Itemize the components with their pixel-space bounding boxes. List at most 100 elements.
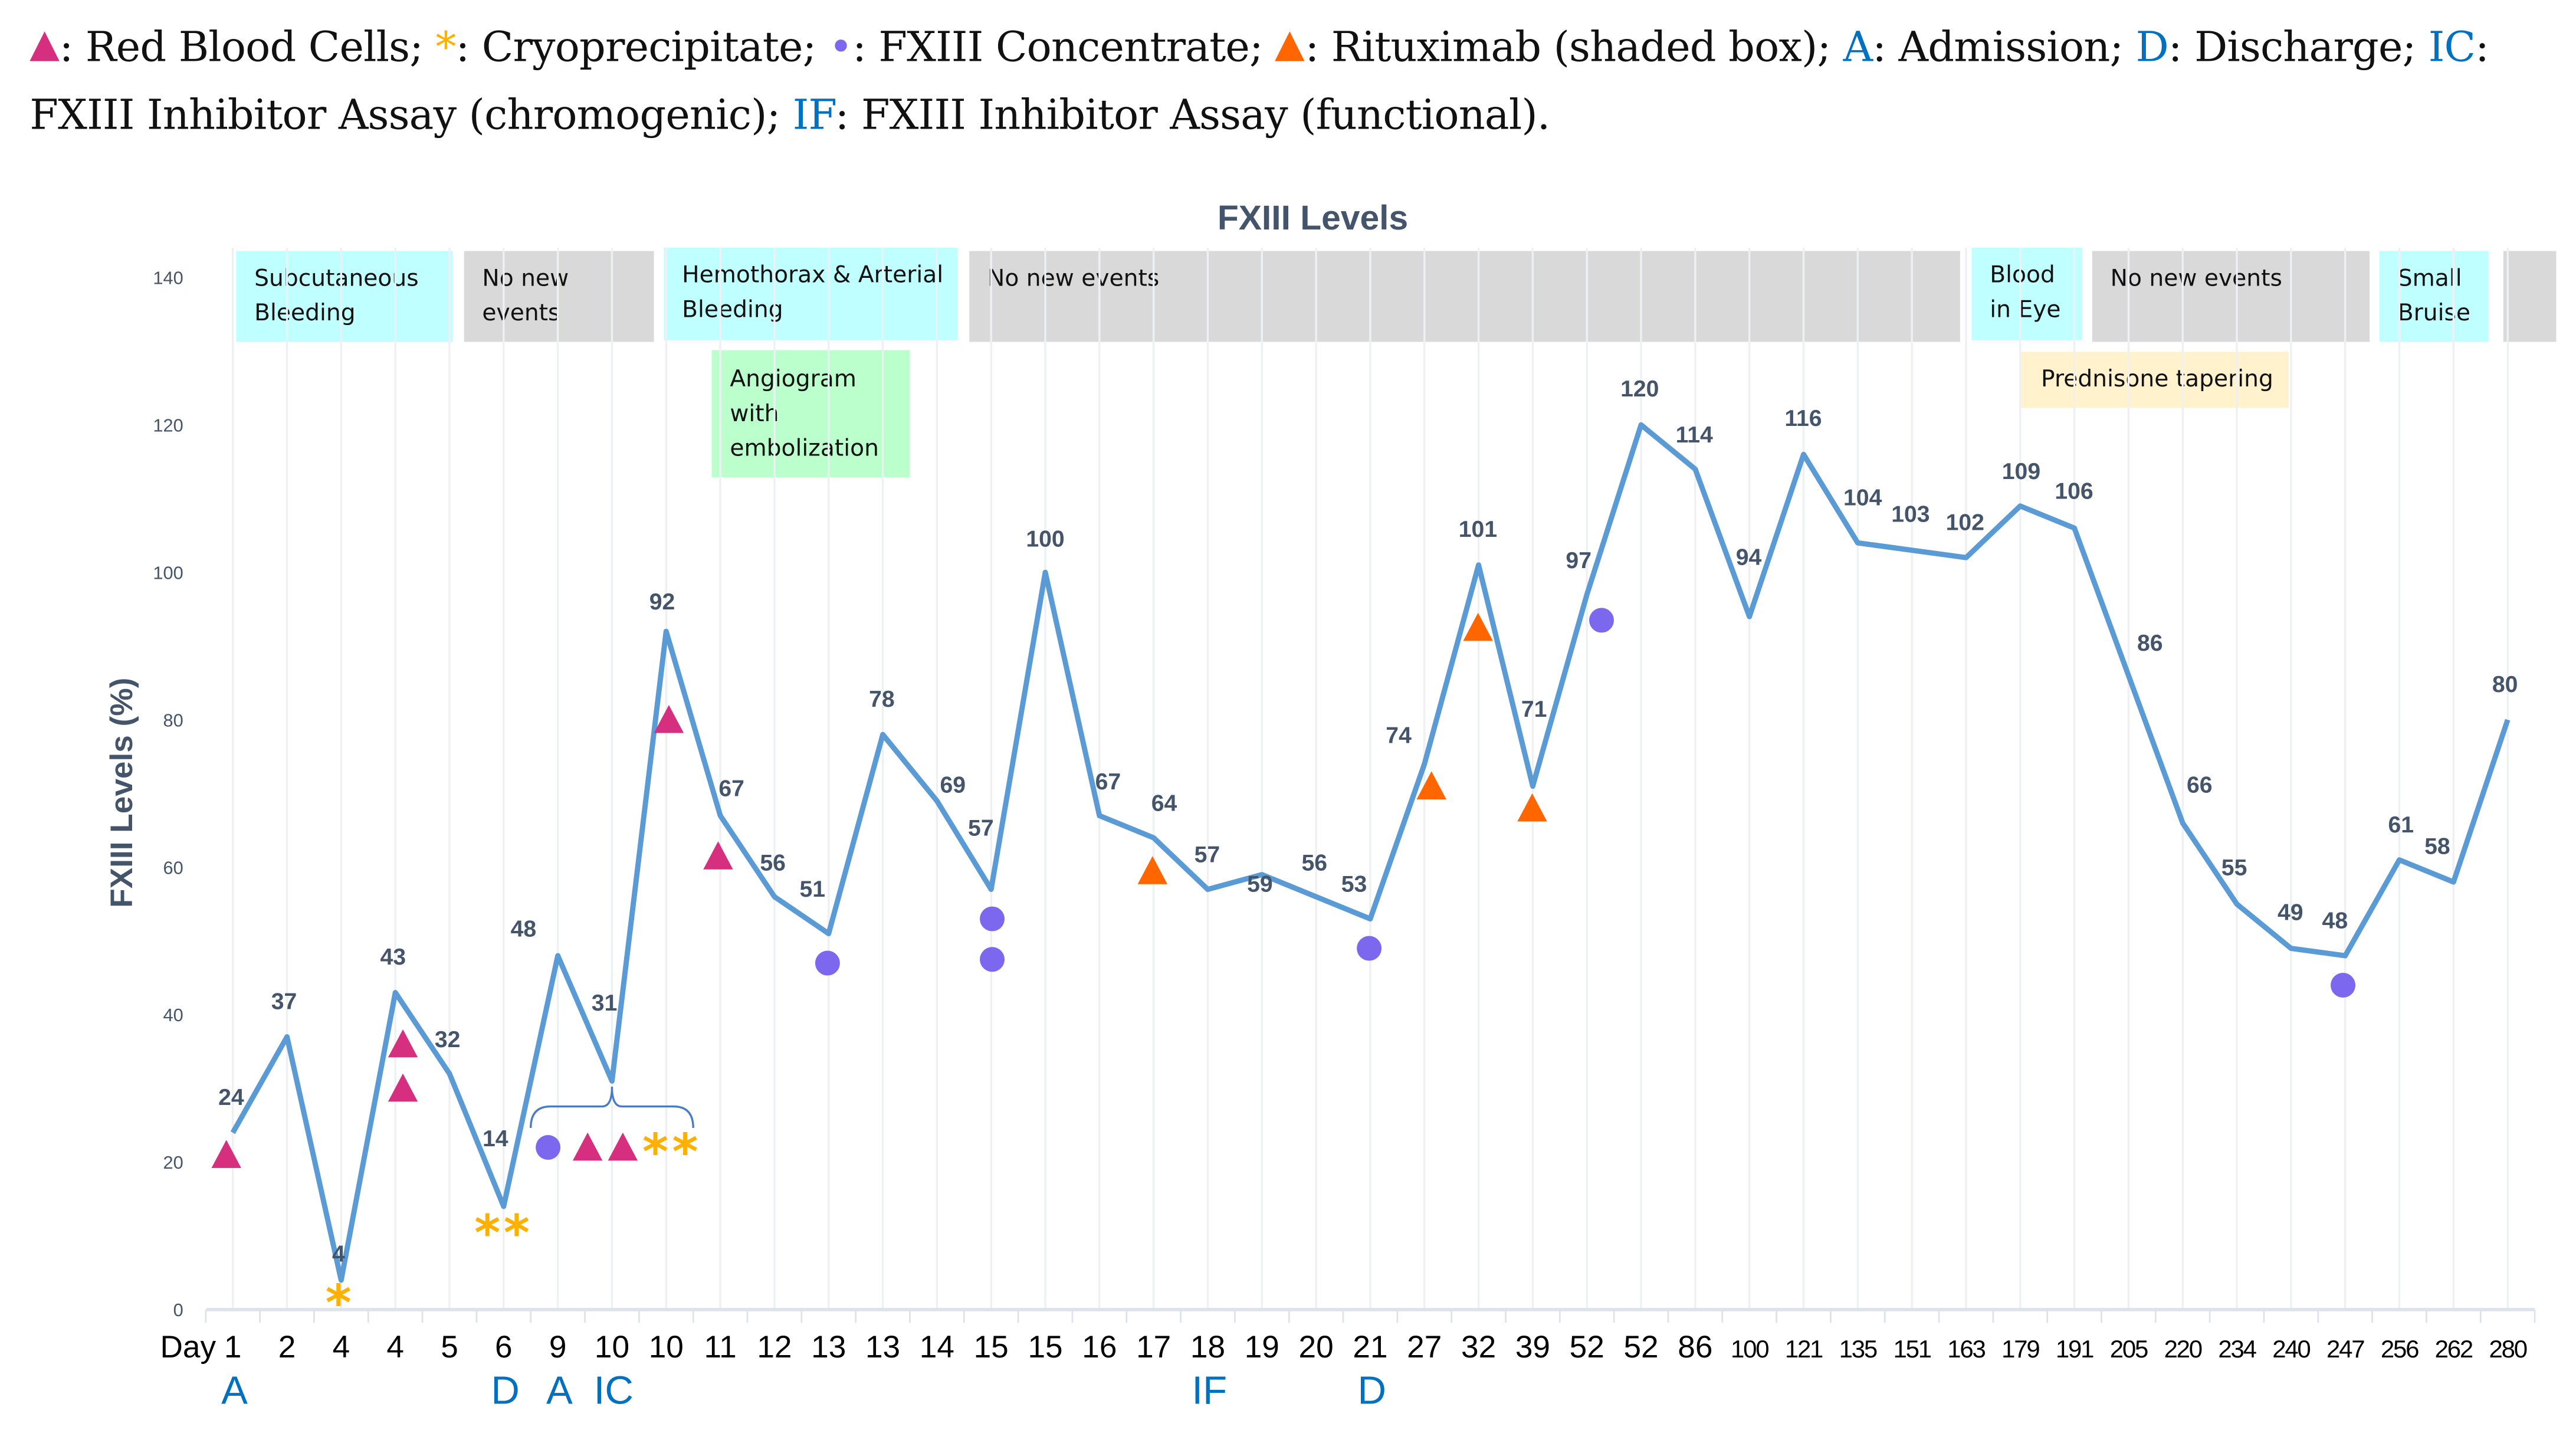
legend-rituximab: : Rituximab (shaded box);	[1305, 23, 1843, 71]
data-label: 101	[1459, 517, 1497, 542]
event-box: No new events	[969, 251, 1960, 342]
data-label: 58	[2424, 834, 2450, 859]
event-box: Angiogram with embolization	[711, 350, 910, 478]
cryo-asterisk-marker: *	[474, 1204, 500, 1262]
x-tick-label: 9	[549, 1330, 567, 1365]
x-tick-label: 52	[1570, 1330, 1604, 1365]
x-tick-label: 205	[2110, 1335, 2148, 1363]
x-tick-label: 13	[865, 1330, 900, 1365]
x-tick-label: 10	[595, 1330, 629, 1365]
data-label: 114	[1676, 422, 1713, 448]
rbc-triangle-marker	[608, 1132, 638, 1161]
data-label: 49	[2278, 900, 2303, 925]
legend-admission: : Admission;	[1872, 23, 2136, 71]
x-tick-label: 16	[1082, 1330, 1117, 1365]
legend-ic: : FXIII Inhibitor Assay (chromogenic);	[29, 23, 2489, 139]
y-tick-label: 60	[163, 857, 183, 878]
x-tick-label: 179	[2001, 1335, 2039, 1363]
rbc-triangle-marker	[388, 1029, 418, 1058]
bracket-brace	[530, 1087, 694, 1129]
x-annotation: D	[491, 1368, 520, 1412]
data-label: 51	[800, 877, 826, 902]
data-label: 78	[869, 687, 895, 712]
rituximab-triangle-marker	[1137, 856, 1168, 884]
legend-if: : FXIII Inhibitor Assay (functional).	[835, 90, 1550, 139]
data-label: 102	[1946, 510, 1984, 536]
y-tick-label: 40	[163, 1005, 183, 1025]
x-tick-label: 247	[2326, 1335, 2364, 1363]
fxiii-dot-marker	[2331, 973, 2356, 998]
x-tick-label: 10	[649, 1330, 684, 1365]
x-tick-label: 2	[278, 1330, 296, 1365]
x-tick-label: 17	[1136, 1330, 1171, 1365]
rbc-triangle-marker	[388, 1073, 418, 1102]
data-label: 57	[968, 815, 994, 841]
x-tick-label: 19	[1245, 1330, 1279, 1365]
event-box: Hemothorax & Arterial Bleeding	[664, 247, 958, 340]
y-tick-label: 20	[163, 1152, 183, 1173]
fxiii-dot-marker	[536, 1134, 561, 1160]
event-box: Subcutaneous Bleeding	[236, 251, 453, 342]
x-tick-label: 135	[1839, 1335, 1877, 1363]
fxiii-level-line	[230, 422, 2511, 1283]
x-tick-label: 12	[757, 1330, 792, 1365]
data-label: 109	[2002, 459, 2040, 484]
legend-rbc: : Red Blood Cells;	[59, 23, 436, 71]
y-axis-label: FXIII Levels (%)	[104, 678, 139, 908]
event-box: Prednisone tapering	[2019, 352, 2289, 408]
x-annotation: D	[1357, 1368, 1386, 1412]
x-tick-label: 15	[974, 1330, 1009, 1365]
rituximab-triangle-marker	[1463, 612, 1493, 641]
data-label: 32	[435, 1027, 461, 1052]
fxiii-dot-marker	[815, 950, 840, 976]
data-label: 37	[271, 989, 297, 1014]
x-annotation: A	[546, 1368, 573, 1412]
rbc-triangle-marker	[572, 1132, 603, 1161]
x-tick-label: 52	[1623, 1330, 1658, 1365]
cryo-asterisk-marker: *	[504, 1204, 530, 1262]
x-tick-label: 280	[2489, 1335, 2526, 1363]
x-tick-label: 191	[2056, 1335, 2093, 1363]
data-label: 69	[940, 773, 966, 798]
fxiii-dot-marker	[1357, 936, 1382, 961]
data-label: 57	[1195, 842, 1220, 867]
x-annotation: IF	[1192, 1368, 1227, 1412]
x-tick-label: 18	[1190, 1330, 1225, 1365]
rbc-triangle-icon	[29, 31, 60, 61]
event-box: No new events	[2092, 251, 2370, 342]
cryo-asterisk-marker: *	[326, 1274, 352, 1332]
data-label: 59	[1247, 872, 1273, 897]
x-annotation: IC	[594, 1368, 634, 1412]
y-tick-label: 80	[163, 710, 183, 730]
x-tick-label: 163	[1947, 1335, 1985, 1363]
x-tick-label: 32	[1461, 1330, 1496, 1365]
event-box: Blood in Eye	[1971, 247, 2083, 340]
data-label: 4	[332, 1242, 345, 1267]
y-tick-label: 100	[153, 562, 183, 583]
fxiii-dot-icon: •	[828, 23, 853, 71]
chart-title: FXIII Levels	[1218, 199, 1408, 237]
ic-symbol: IC	[2428, 23, 2476, 71]
admission-symbol: A	[1843, 23, 1873, 71]
data-label: 74	[1386, 723, 1412, 749]
data-label: 64	[1151, 791, 1177, 816]
if-symbol: IF	[792, 90, 836, 139]
data-label: 104	[1843, 486, 1882, 511]
data-label: 61	[2388, 812, 2414, 838]
data-label: 103	[1891, 502, 1929, 527]
y-tick-label: 140	[153, 267, 183, 288]
rbc-triangle-marker	[654, 704, 684, 733]
x-tick-label: 39	[1515, 1330, 1550, 1365]
y-tick-label: 0	[173, 1300, 183, 1320]
data-label: 71	[1521, 697, 1547, 722]
x-tick-label: 121	[1785, 1335, 1823, 1363]
rbc-triangle-marker	[703, 841, 733, 870]
data-label: 92	[649, 589, 675, 615]
data-label: 56	[760, 850, 786, 875]
data-label: 53	[1341, 872, 1367, 897]
event-box: No new events	[464, 251, 654, 342]
rituximab-triangle-marker	[1517, 793, 1547, 822]
data-label: 86	[2137, 631, 2163, 656]
